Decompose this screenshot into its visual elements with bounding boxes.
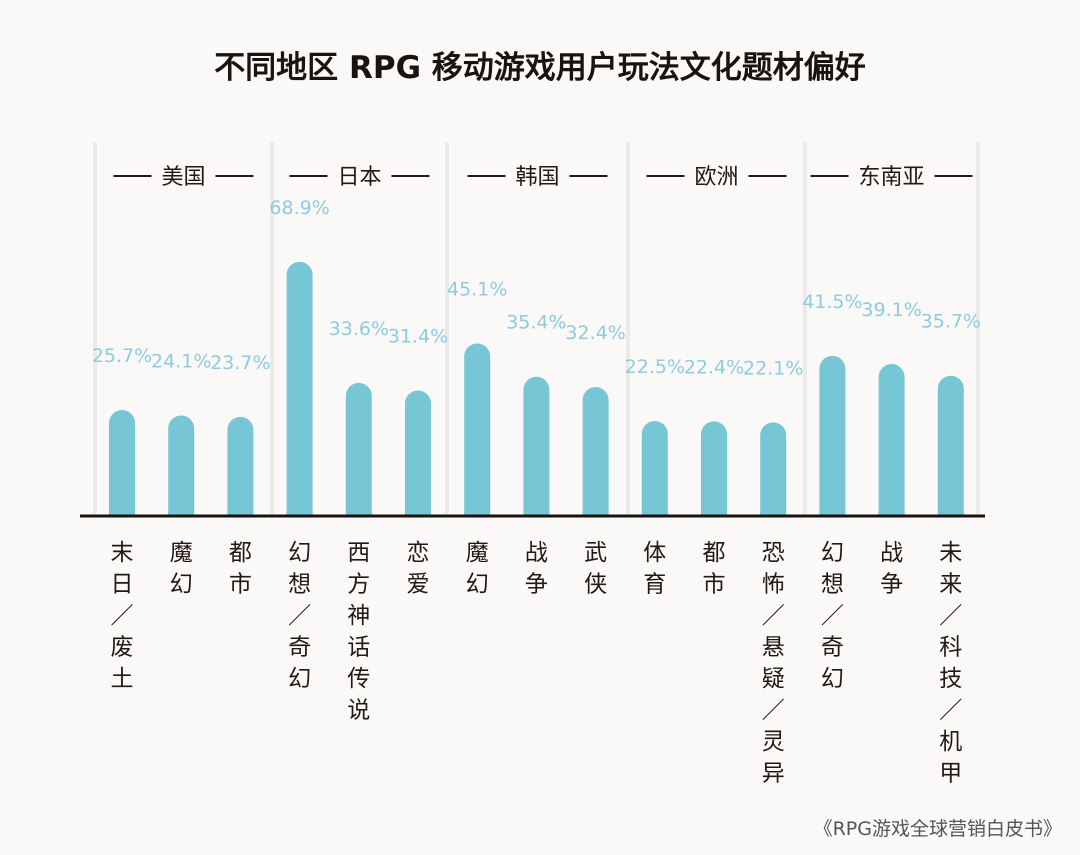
category-label: 都市 — [703, 540, 726, 598]
bar — [582, 387, 609, 516]
bar — [227, 416, 254, 516]
region-label: 日本 — [337, 165, 381, 190]
source-note: 《RPG游戏全球营销白皮书》 — [814, 818, 1062, 840]
data-label: 35.7% — [921, 311, 981, 333]
category-label: 武侠 — [584, 540, 607, 598]
region-label: 欧洲 — [694, 165, 738, 190]
category-label: 西方神话传说 — [347, 540, 370, 724]
data-label: 25.7% — [92, 345, 152, 367]
category-label: 魔幻 — [466, 540, 489, 598]
data-label: 33.6% — [329, 318, 389, 340]
data-label: 22.5% — [625, 356, 685, 378]
data-label: 31.4% — [388, 325, 448, 347]
data-label: 68.9% — [269, 197, 329, 219]
bar — [168, 415, 195, 516]
data-label: 45.1% — [447, 278, 507, 300]
bar — [345, 382, 372, 516]
data-label: 39.1% — [861, 299, 921, 321]
bar — [878, 364, 905, 516]
bar — [701, 421, 727, 516]
bar — [760, 422, 787, 516]
bar — [523, 376, 550, 516]
data-label: 32.4% — [565, 322, 625, 344]
region-label: 东南亚 — [858, 165, 924, 190]
category-label: 魔幻 — [170, 540, 193, 598]
chart-title: 不同地区 RPG 移动游戏用户玩法文化题材偏好 — [214, 50, 866, 86]
data-label: 22.1% — [743, 357, 803, 379]
data-label: 24.1% — [151, 351, 211, 373]
bar — [464, 343, 491, 516]
bar — [937, 375, 964, 516]
category-label: 末日／废土 — [111, 540, 134, 692]
data-label: 35.4% — [506, 312, 566, 334]
region-label: 美国 — [161, 165, 205, 190]
category-label: 幻想／奇幻 — [288, 540, 311, 692]
bar — [819, 355, 846, 516]
bar — [641, 420, 668, 516]
region-label: 韩国 — [515, 165, 559, 190]
category-label: 战争 — [525, 540, 548, 598]
data-label: 23.7% — [210, 352, 270, 374]
category-label: 未来／科技／机甲 — [939, 540, 962, 787]
category-label: 都市 — [229, 540, 252, 598]
data-label: 41.5% — [802, 291, 862, 313]
category-label: 战争 — [880, 540, 903, 598]
category-label: 恐怖／悬疑／灵异 — [762, 540, 785, 787]
category-label: 幻想／奇幻 — [821, 540, 844, 692]
category-label: 体育 — [643, 540, 666, 598]
bar — [405, 390, 431, 516]
data-label: 22.4% — [684, 356, 744, 378]
bar — [109, 410, 135, 516]
bar — [286, 261, 313, 516]
category-label: 恋爱 — [407, 540, 430, 598]
